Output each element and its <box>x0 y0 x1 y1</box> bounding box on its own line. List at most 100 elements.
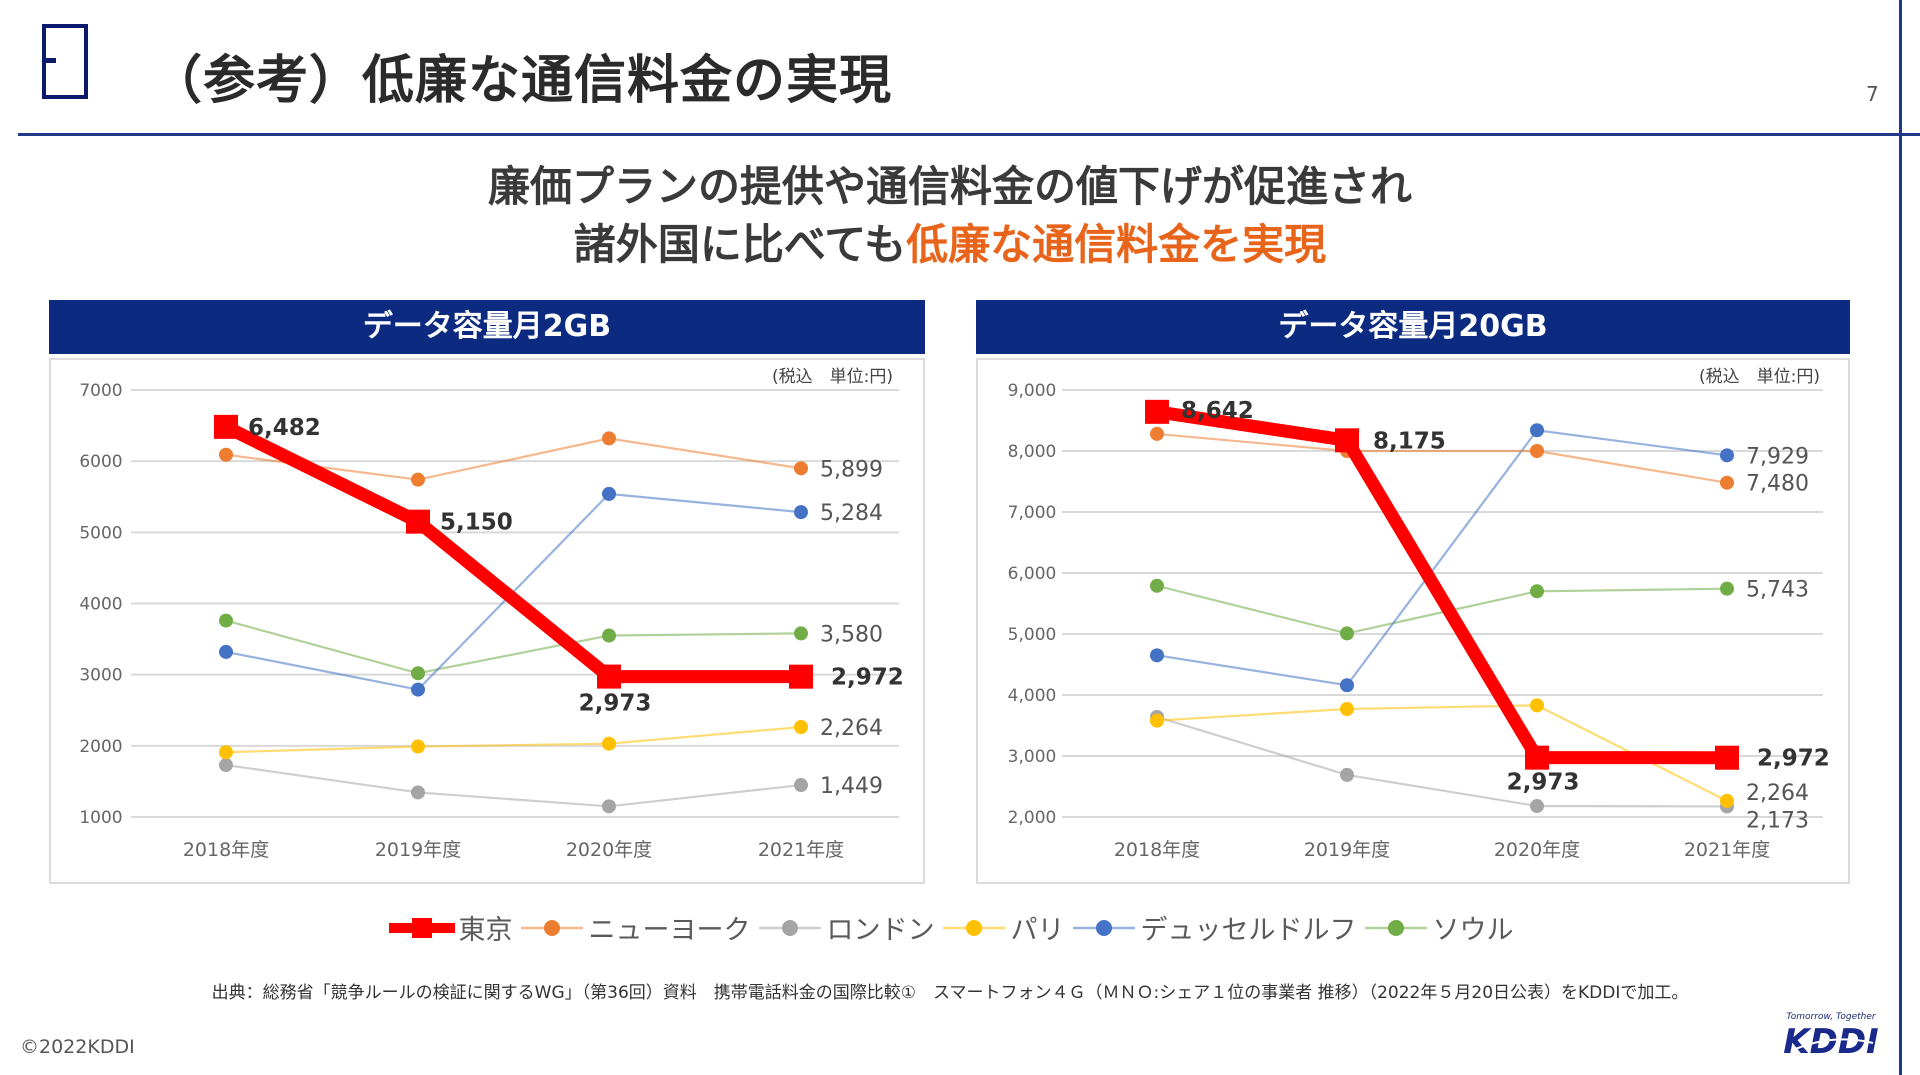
data-point <box>1720 475 1734 490</box>
y-tick-label: 2000 <box>79 737 122 757</box>
y-tick-label: 4,000 <box>1008 686 1057 706</box>
slide-corner-mark <box>42 24 88 99</box>
data-label: 7,480 <box>1746 472 1809 497</box>
chart-title-2gb: データ容量月2GB <box>49 300 925 354</box>
data-point <box>602 736 616 751</box>
series-line <box>1156 429 1728 687</box>
series-ニューヨーク: 5,899 <box>219 431 883 487</box>
data-label-tokyo: 8,175 <box>1373 428 1446 454</box>
headline: 廉価プランの提供や通信料金の値下げが促進され 諸外国に比べても低廉な通信料金を実… <box>0 158 1900 274</box>
data-point <box>794 720 808 735</box>
data-point <box>602 628 616 643</box>
unit-note: (税込 単位:円) <box>1699 367 1820 387</box>
data-point <box>411 785 425 800</box>
data-point <box>219 447 233 462</box>
legend-label: デュッセルドルフ <box>1140 915 1357 946</box>
legend-circle-icon <box>965 919 982 936</box>
series-line <box>1156 432 1728 484</box>
data-point <box>1530 799 1544 814</box>
legend-label: ロンドン <box>826 915 935 946</box>
data-point <box>794 626 808 641</box>
series-line <box>225 763 802 808</box>
page-number: 7 <box>1866 82 1879 106</box>
legend-item: ソウル <box>1361 908 1514 947</box>
data-point-tokyo <box>1335 428 1359 453</box>
data-label: 2,264 <box>1746 781 1809 806</box>
x-tick-label: 2018年度 <box>183 839 269 861</box>
legend-label: 東京 <box>458 915 513 946</box>
series-ロンドン: 2,173 <box>1150 709 1809 833</box>
header-divider <box>18 133 1920 136</box>
series-line-tokyo <box>1156 405 1728 765</box>
data-point-tokyo <box>1145 399 1169 424</box>
legend-circle-icon <box>543 919 560 936</box>
series-line <box>225 725 802 754</box>
data-point <box>794 461 808 476</box>
data-point-tokyo <box>597 664 621 689</box>
data-point <box>1530 584 1544 599</box>
data-point <box>1530 444 1544 458</box>
chart-box-2gb: (税込 単位:円) 1000 2000 3000 4000 5000 6000 7000 201… <box>49 358 925 884</box>
data-label: 5,743 <box>1746 578 1809 603</box>
legend-circle-icon <box>1095 919 1112 936</box>
data-point <box>1340 678 1354 693</box>
legend-square-icon <box>411 917 432 938</box>
headline-line-1: 廉価プランの提供や通信料金の値下げが促進され <box>487 162 1412 211</box>
legend-circle-icon <box>781 919 798 936</box>
logo-text: KDDI <box>1783 1022 1878 1062</box>
legend-label: パリ <box>1010 915 1065 946</box>
data-label: 2,173 <box>1746 808 1809 833</box>
data-label-tokyo: 2,973 <box>1507 770 1580 796</box>
series-デュッセルドルフ: 7,929 <box>1150 423 1809 693</box>
data-label: 3,580 <box>820 622 883 647</box>
data-point <box>1340 626 1354 641</box>
data-point <box>602 486 616 501</box>
data-point <box>1530 423 1544 438</box>
data-label: 5,284 <box>820 501 883 526</box>
y-tick-label: 9,000 <box>1008 381 1057 401</box>
data-label: 1,449 <box>820 774 883 799</box>
data-point <box>602 431 616 446</box>
y-tick-label: 5000 <box>79 523 122 543</box>
y-tick-label: 5,000 <box>1008 625 1057 645</box>
data-point <box>1340 767 1354 782</box>
headline-accent: 低廉な通信料金を実現 <box>906 220 1327 269</box>
data-label-tokyo: 2,972 <box>1757 746 1830 772</box>
logo-swoosh <box>1790 1038 1874 1052</box>
data-point <box>1530 698 1544 713</box>
series-ニューヨーク: 7,480 <box>1150 426 1809 497</box>
y-tick-label: 2,000 <box>1008 808 1057 828</box>
data-point-tokyo <box>789 664 813 689</box>
slide-title: （参考）低廉な通信料金の実現 <box>150 51 893 111</box>
data-point-tokyo <box>406 509 430 534</box>
legend-item: ロンドン <box>755 908 935 947</box>
line-chart-20gb: (税込 単位:円) 2,000 3,000 4,000 5,000 6,000 7,000 8… <box>1008 367 1830 861</box>
series-line-tokyo <box>223 421 802 684</box>
line-chart-2gb: (税込 単位:円) 1000 2000 3000 4000 5000 6000 7000 201… <box>79 367 904 861</box>
legend-marker <box>758 919 821 936</box>
chart-panel-2gb: データ容量月2GB (税込 単位:円) 1000 2000 3000 4000 5000 6… <box>49 300 925 884</box>
y-tick-label: 6000 <box>79 452 122 472</box>
series-ソウル: 5,743 <box>1150 578 1809 641</box>
legend-marker <box>388 917 455 938</box>
chart-panel-20gb: データ容量月20GB (税込 単位:円) 2,000 3,000 4,000 5,000… <box>976 300 1850 884</box>
x-tick-label: 2019年度 <box>375 839 461 861</box>
legend-circle-icon <box>1387 919 1404 936</box>
headline-plain: 諸外国に比べても <box>573 220 907 269</box>
data-point <box>602 799 616 814</box>
data-point <box>411 682 425 697</box>
y-tick-label: 7000 <box>79 381 122 401</box>
x-tick-label: 2021年度 <box>758 839 844 861</box>
series-line <box>1156 584 1728 635</box>
data-point <box>219 644 233 659</box>
data-label-tokyo: 6,482 <box>248 415 321 441</box>
data-point <box>794 505 808 520</box>
kddi-logo: Tomorrow, Together KDDI <box>1783 1007 1879 1065</box>
data-label-tokyo: 2,972 <box>831 665 904 691</box>
data-point <box>1720 448 1734 463</box>
y-tick-label: 8,000 <box>1008 442 1057 462</box>
data-point <box>219 613 233 628</box>
chart-title-20gb: データ容量月20GB <box>976 300 1850 354</box>
y-tick-label: 7,000 <box>1008 503 1057 523</box>
data-point <box>1150 426 1164 441</box>
